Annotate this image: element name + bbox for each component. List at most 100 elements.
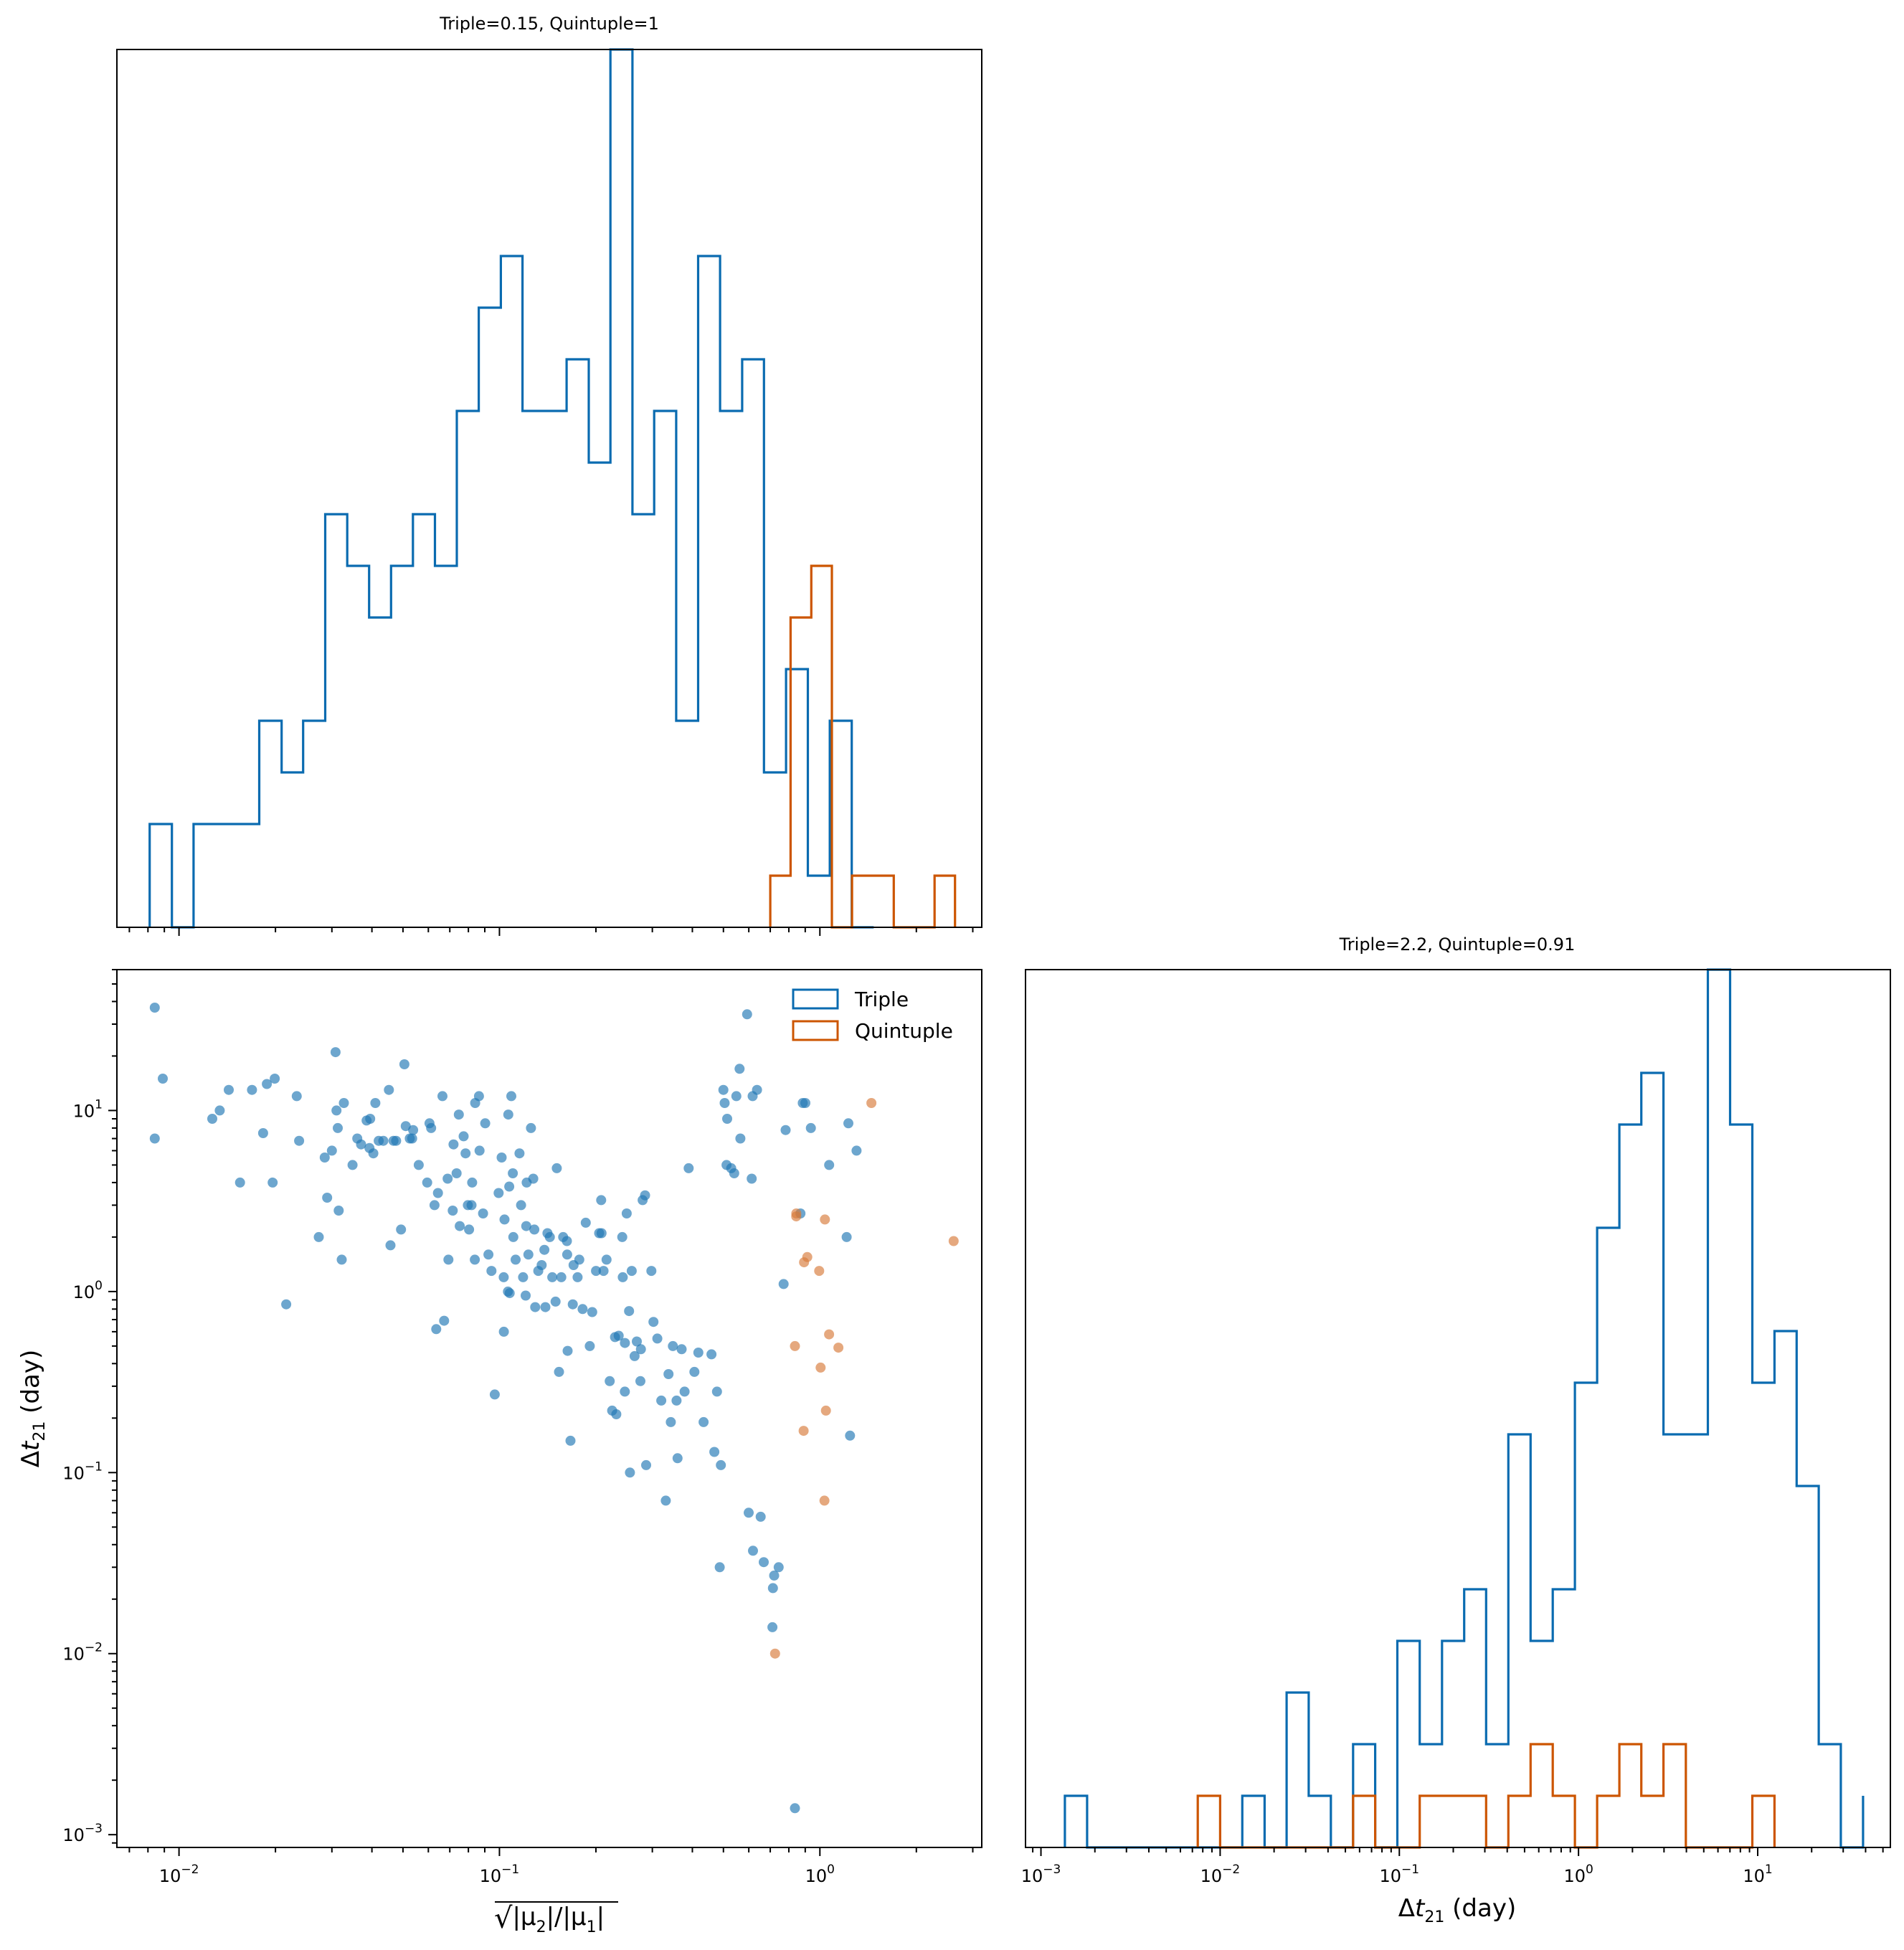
scatter-point-triple <box>267 1177 278 1188</box>
scatter-point-triple <box>530 1302 541 1312</box>
scatter-point-triple <box>504 1181 515 1192</box>
top-histogram-frame <box>116 49 982 928</box>
scatter-point-triple <box>291 1091 302 1102</box>
scatter-point-triple <box>660 1495 671 1506</box>
scatter-point-triple <box>336 1254 347 1265</box>
right-histogram-x-tick-label: 101 <box>1743 1863 1772 1886</box>
legend-label-triple: Triple <box>854 988 909 1011</box>
scatter-point-triple <box>338 1098 349 1108</box>
scatter-point-triple <box>439 1315 450 1326</box>
scatter-point-triple <box>498 1326 509 1337</box>
scatter-point-triple <box>431 1324 442 1335</box>
scatter-point-triple <box>845 1430 856 1441</box>
scatter-point-triple <box>729 1168 739 1178</box>
scatter-marks <box>149 1003 959 1814</box>
scatter-point-triple <box>626 1266 637 1277</box>
right-histogram-quintuple-step <box>1196 1743 1776 1849</box>
legend-label-quintuple: Quintuple <box>855 1019 953 1043</box>
scatter-point-triple <box>734 1064 745 1074</box>
scatter-y-axis: 10−3 10−2 10−1 100 101 <box>62 969 117 1845</box>
scatter-point-triple <box>605 1376 615 1386</box>
scatter-point-triple <box>584 1340 595 1351</box>
scatter-point-triple <box>683 1163 694 1173</box>
scatter-point-triple <box>247 1084 257 1095</box>
scatter-point-triple <box>591 1266 602 1277</box>
scatter-point-triple <box>620 1386 630 1397</box>
top-histogram-title: Triple=0.15, Quintuple=1 <box>439 14 659 34</box>
scatter-point-triple <box>544 1231 555 1242</box>
scatter-point-triple <box>224 1084 234 1095</box>
scatter-point-triple <box>319 1153 330 1163</box>
scatter-point-triple <box>562 1236 572 1246</box>
scatter-point-triple <box>596 1228 607 1239</box>
scatter-point-triple <box>624 1306 635 1317</box>
scatter-point-triple <box>257 1128 268 1138</box>
scatter-point-quintuple <box>819 1495 830 1506</box>
right-histogram-x-axis-label: Δt21 (day) <box>1398 1894 1516 1926</box>
scatter-y-tick-label: 101 <box>73 1097 103 1121</box>
scatter-point-triple <box>464 1224 475 1235</box>
scatter-point-triple <box>333 1122 343 1133</box>
scatter-legend: Triple Quintuple <box>792 988 953 1043</box>
scatter-point-triple <box>617 1272 628 1282</box>
scatter-point-triple <box>400 1121 411 1132</box>
scatter-point-triple <box>384 1084 394 1095</box>
scatter-point-triple <box>693 1348 704 1358</box>
scatter-point-triple <box>748 1546 758 1556</box>
scatter-point-triple <box>635 1376 645 1386</box>
scatter-point-triple <box>453 1109 464 1120</box>
scatter-point-triple <box>480 1118 491 1129</box>
scatter-point-quintuple <box>814 1266 825 1277</box>
scatter-point-triple <box>562 1345 573 1356</box>
scatter-y-tick-label: 10−3 <box>62 1822 103 1845</box>
scatter-point-quintuple <box>802 1251 813 1262</box>
scatter-point-triple <box>742 1009 752 1020</box>
scatter-x-axis-label: √|μ2|/|μ1| <box>494 1902 605 1936</box>
scatter-point-triple <box>778 1279 789 1289</box>
scatter-point-triple <box>399 1059 409 1069</box>
scatter-point-triple <box>460 1148 471 1159</box>
scatter-point-triple <box>326 1145 337 1156</box>
scatter-point-triple <box>621 1208 632 1218</box>
scatter-point-triple <box>755 1511 766 1522</box>
scatter-point-triple <box>666 1416 676 1427</box>
scatter-point-triple <box>652 1333 663 1344</box>
scatter-point-triple <box>466 1200 477 1211</box>
scatter-point-triple <box>455 1221 465 1231</box>
right-histogram-title: Triple=2.2, Quintuple=0.91 <box>1339 934 1576 955</box>
scatter-point-triple <box>843 1118 853 1129</box>
scatter-point-triple <box>780 1125 791 1135</box>
scatter-point-triple <box>356 1139 366 1150</box>
scatter-point-triple <box>451 1168 462 1178</box>
scatter-point-triple <box>499 1214 510 1225</box>
scatter-point-triple <box>596 1195 607 1206</box>
scatter-point-quintuple <box>769 1648 780 1659</box>
scatter-point-triple <box>370 1098 381 1108</box>
scatter-point-triple <box>207 1114 217 1124</box>
scatter-point-triple <box>629 1350 640 1361</box>
scatter-point-triple <box>432 1188 443 1198</box>
scatter-point-quintuple <box>824 1329 835 1340</box>
scatter-point-triple <box>851 1145 862 1156</box>
scatter-point-triple <box>514 1148 525 1159</box>
scatter-point-triple <box>489 1389 500 1400</box>
panel-top-histogram: Triple=0.15, Quintuple=1 <box>116 14 982 936</box>
scatter-point-triple <box>473 1091 484 1102</box>
scatter-point-triple <box>735 1133 746 1144</box>
scatter-point-triple <box>518 1272 529 1282</box>
scatter-x-tick-label: 100 <box>805 1863 835 1886</box>
scatter-point-triple <box>281 1299 292 1310</box>
scatter-point-triple <box>601 1254 612 1265</box>
scatter-point-triple <box>689 1366 700 1377</box>
scatter-point-triple <box>528 1173 539 1184</box>
scatter-point-triple <box>333 1206 344 1216</box>
scatter-point-triple <box>429 1200 440 1211</box>
scatter-point-triple <box>330 1047 341 1058</box>
scatter-point-triple <box>824 1160 835 1170</box>
scatter-point-triple <box>676 1344 687 1355</box>
scatter-point-triple <box>752 1084 762 1095</box>
scatter-point-quintuple <box>866 1098 877 1108</box>
scatter-point-triple <box>550 1296 561 1307</box>
scatter-point-triple <box>562 1249 572 1260</box>
scatter-point-triple <box>574 1254 584 1265</box>
